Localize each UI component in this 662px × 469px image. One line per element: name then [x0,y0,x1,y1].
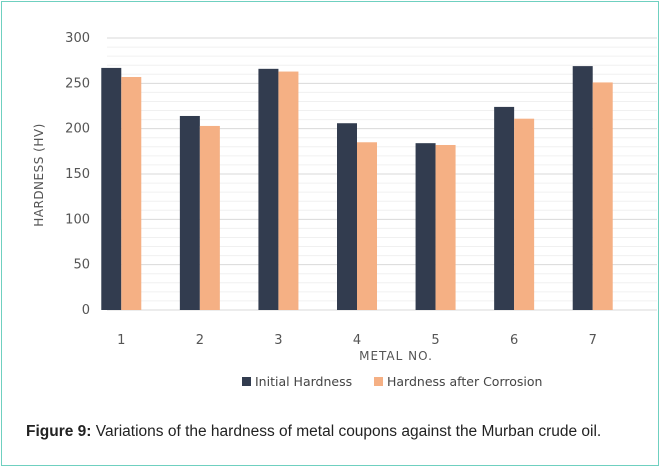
y-axis-label: HARDNESS (HV) [32,123,46,227]
y-tick-label: 100 [65,212,90,227]
y-tick-label: 200 [65,122,90,137]
caption-text: Variations of the hardness of metal coup… [91,423,602,440]
y-tick-label: 50 [73,258,90,273]
bar-initial-1 [101,67,122,310]
x-tick-label: 5 [431,333,439,348]
x-tick-label: 1 [117,333,125,348]
legend: Initial Hardness Hardness after Corrosion [242,374,542,389]
bar-after-corrosion-1 [121,76,142,310]
x-tick-label: 3 [274,333,282,348]
y-tick-label: 150 [65,167,90,182]
y-tick-label: 0 [82,303,90,318]
y-tick-label: 250 [65,76,90,91]
bar-after-corrosion-3 [278,71,299,311]
legend-label: Hardness after Corrosion [387,374,542,389]
bar-after-corrosion-4 [357,142,377,310]
bar-after-corrosion-5 [435,144,456,310]
y-tick-label: 300 [65,31,90,46]
bar-initial-5 [415,143,436,310]
caption-label: Figure 9: [26,423,92,440]
bar-after-corrosion-6 [514,118,535,311]
x-tick-label: 2 [196,333,204,348]
bar-initial-4 [337,123,357,310]
x-tick-label: 6 [510,333,518,348]
bar-initial-3 [258,68,279,311]
legend-swatch [374,377,383,386]
bar-initial-2 [179,115,200,311]
chart-area: 0 50 100 150 200 250 300 1 2 3 4 5 6 7 HARDNESS (HV) … [2,2,658,402]
bar-initial-6 [494,106,515,310]
bar-after-corrosion-2 [199,125,220,311]
bar-initial-7 [572,66,593,311]
x-tick-label: 7 [589,333,597,348]
x-tick-label: 4 [353,333,361,348]
legend-swatch [242,377,251,386]
figure-caption: Figure 9: Variations of the hardness of … [26,421,638,443]
bar-after-corrosion-7 [592,82,613,310]
x-axis-label: METAL NO. [359,349,433,363]
legend-label: Initial Hardness [255,374,352,389]
